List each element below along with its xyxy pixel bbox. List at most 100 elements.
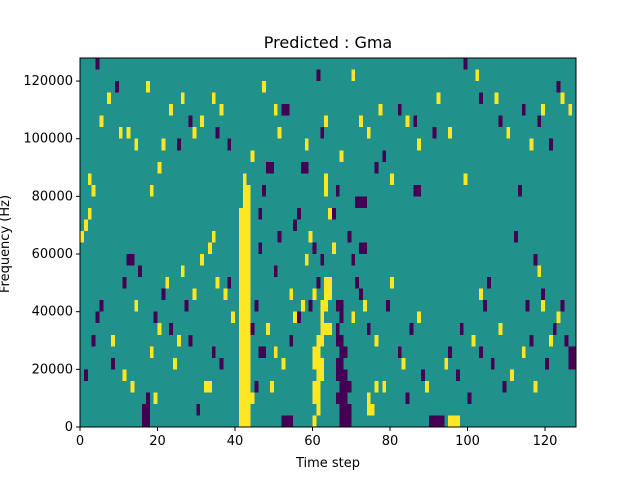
heatmap-cell-low [397, 104, 402, 116]
heatmap-cell-high [242, 265, 247, 278]
heatmap-cell-low [184, 300, 189, 312]
heatmap-cell-high [238, 323, 243, 335]
heatmap-cell-low [490, 357, 495, 370]
heatmap-cell-low [335, 392, 340, 404]
heatmap-cell-low [269, 161, 274, 174]
heatmap-cell-high [180, 265, 185, 278]
heatmap-cell-high [149, 346, 154, 358]
heatmap-cell-high [521, 346, 526, 358]
heatmap-cell-low [254, 300, 259, 312]
heatmap-cell-low [153, 311, 158, 324]
heatmap-cell-high [145, 81, 150, 93]
heatmap-cell-low [145, 392, 150, 404]
heatmap-cell-low [359, 288, 363, 301]
heatmap-cell-high [362, 300, 367, 312]
x-axis: 0 20 40 60 80 100 120 [76, 427, 557, 449]
heatmap-cell-low [382, 150, 387, 162]
heatmap-cell-high [463, 173, 468, 185]
chart-title: Predicted : Gma [264, 33, 392, 52]
heatmap-cell-high [176, 334, 181, 347]
y-tick-label: 40000 [32, 305, 73, 320]
heatmap-cell-high [417, 311, 421, 324]
heatmap-cell-high [444, 357, 449, 370]
heatmap-cell-high [99, 115, 104, 128]
heatmap-cell-low [347, 380, 352, 393]
heatmap-cell-low [432, 415, 437, 427]
heatmap-cell-high [475, 69, 480, 82]
heatmap-cell-high [366, 403, 371, 416]
x-axis-label: Time step [295, 456, 360, 471]
heatmap-cell-high [494, 92, 499, 105]
heatmap-cell-high [351, 69, 356, 82]
heatmap-cell-low [320, 127, 325, 139]
x-tick-label: 20 [149, 434, 166, 449]
heatmap-cell-high [134, 300, 139, 312]
heatmap-cell-low [250, 323, 255, 335]
heatmap-cell-high [324, 173, 328, 185]
heatmap-cell-high [223, 288, 228, 301]
heatmap-cell-low [196, 403, 201, 416]
heatmap-cell-low [258, 346, 263, 358]
heatmap-cell-low [343, 346, 348, 358]
heatmap-cell-high [246, 207, 251, 220]
heatmap-cell-low [145, 415, 150, 427]
heatmap-cell-high [328, 288, 332, 301]
heatmap-cell-low [502, 380, 507, 393]
heatmap-cell-high [238, 265, 243, 278]
heatmap-cell-low [386, 300, 390, 312]
heatmap-cell-high [238, 288, 243, 301]
heatmap-cell-low [258, 242, 263, 255]
heatmap-cell-low [215, 127, 220, 139]
heatmap-cell-high [238, 230, 243, 243]
heatmap-cell-high [130, 380, 135, 393]
heatmap-cell-low [397, 346, 402, 358]
heatmap-cell-high [207, 380, 212, 393]
heatmap-cell-high [304, 138, 309, 151]
heatmap-cell-low [467, 392, 472, 404]
y-tick-label: 80000 [32, 189, 73, 204]
heatmap-cell-low [343, 403, 348, 416]
heatmap-cell-low [83, 369, 88, 381]
heatmap-cell-low [289, 415, 294, 427]
heatmap-cell-low [142, 403, 146, 416]
heatmap-cell-high [242, 173, 247, 185]
x-tick-label: 80 [382, 434, 399, 449]
heatmap-cell-high [370, 403, 375, 416]
heatmap-cell-high [269, 380, 274, 393]
heatmap-cell-low [479, 92, 483, 105]
heatmap-cell-low [227, 138, 232, 151]
heatmap-cell-low [130, 254, 135, 266]
heatmap-cell-high [242, 207, 247, 220]
heatmap-cell-high [242, 392, 247, 404]
heatmap-cell-high [211, 92, 216, 105]
x-tick-label: 100 [455, 434, 480, 449]
heatmap-cell-high [242, 288, 247, 301]
heatmap-cell-high [157, 161, 162, 174]
heatmap-cell-low [366, 323, 371, 335]
heatmap-cell-low [405, 392, 410, 404]
heatmap-cell-high [242, 415, 247, 427]
heatmap-cell-high [277, 127, 282, 139]
heatmap-cell-low [99, 300, 104, 312]
heatmap-cell-low [486, 277, 491, 289]
heatmap-cell-low [479, 346, 483, 358]
heatmap-cell-high [316, 380, 321, 393]
heatmap-cell-low [95, 58, 100, 70]
heatmap-cell-high [266, 323, 270, 335]
heatmap-cell-low [428, 415, 433, 427]
heatmap-cell-high [351, 311, 356, 324]
heatmap-cell-high [320, 369, 325, 381]
plot-frame [79, 57, 577, 428]
heatmap-cell-high [238, 334, 243, 347]
heatmap-cell-high [246, 311, 251, 324]
heatmap-cell-low [285, 415, 290, 427]
heatmap-cell-high [390, 173, 394, 185]
heatmap-cell-low [548, 138, 553, 151]
heatmap-cell-high [83, 219, 88, 231]
y-tick-label: 60000 [32, 247, 73, 262]
heatmap-cell-high [324, 115, 328, 128]
heatmap-cell-high [304, 254, 309, 266]
heatmap-cell-high [556, 311, 561, 324]
heatmap-cell-low [339, 415, 344, 427]
heatmap-cell-high [246, 392, 251, 404]
